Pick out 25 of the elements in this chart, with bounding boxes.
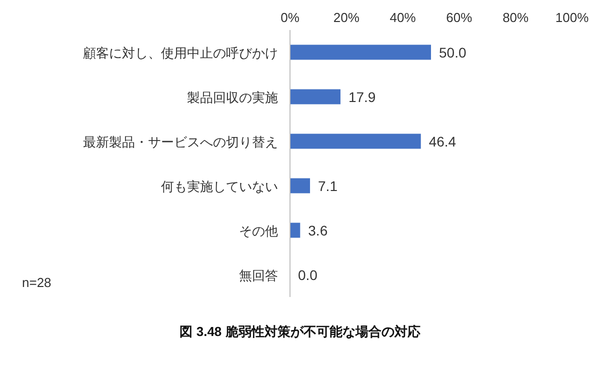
bar — [290, 222, 300, 238]
data-label: 17.9 — [348, 88, 376, 105]
x-tick-label: 40% — [390, 10, 416, 25]
text: 図 3.48 脆弱性対策が不可能な場合の対応 — [180, 324, 420, 339]
x-tick-label: 20% — [333, 10, 360, 25]
x-tick-label: 0% — [280, 10, 300, 25]
bar — [290, 89, 340, 104]
y-tick-label: 無回答 — [239, 268, 278, 283]
bar — [290, 178, 310, 194]
y-tick-label: 何も実施していない — [161, 178, 278, 194]
bar — [290, 44, 431, 60]
x-tick-label: 100% — [555, 10, 590, 25]
x-tick-label: 80% — [502, 10, 530, 25]
bar — [290, 134, 421, 149]
data-label: 3.6 — [308, 222, 328, 238]
x-tick-label: 60% — [446, 10, 473, 25]
text: n=28 — [22, 275, 52, 290]
data-label: 46.4 — [428, 133, 456, 150]
data-label: 7.1 — [318, 178, 338, 194]
y-tick-label: 製品回収の実施 — [187, 90, 278, 105]
y-tick-label: 最新製品・サービスへの切り替え — [83, 134, 278, 150]
data-label: 50.0 — [439, 44, 466, 60]
y-tick-label: その他 — [239, 223, 278, 238]
data-label: 0.0 — [298, 266, 318, 283]
y-tick-label: 顧客に対し、使用中止の呼びかけ — [83, 45, 278, 60]
